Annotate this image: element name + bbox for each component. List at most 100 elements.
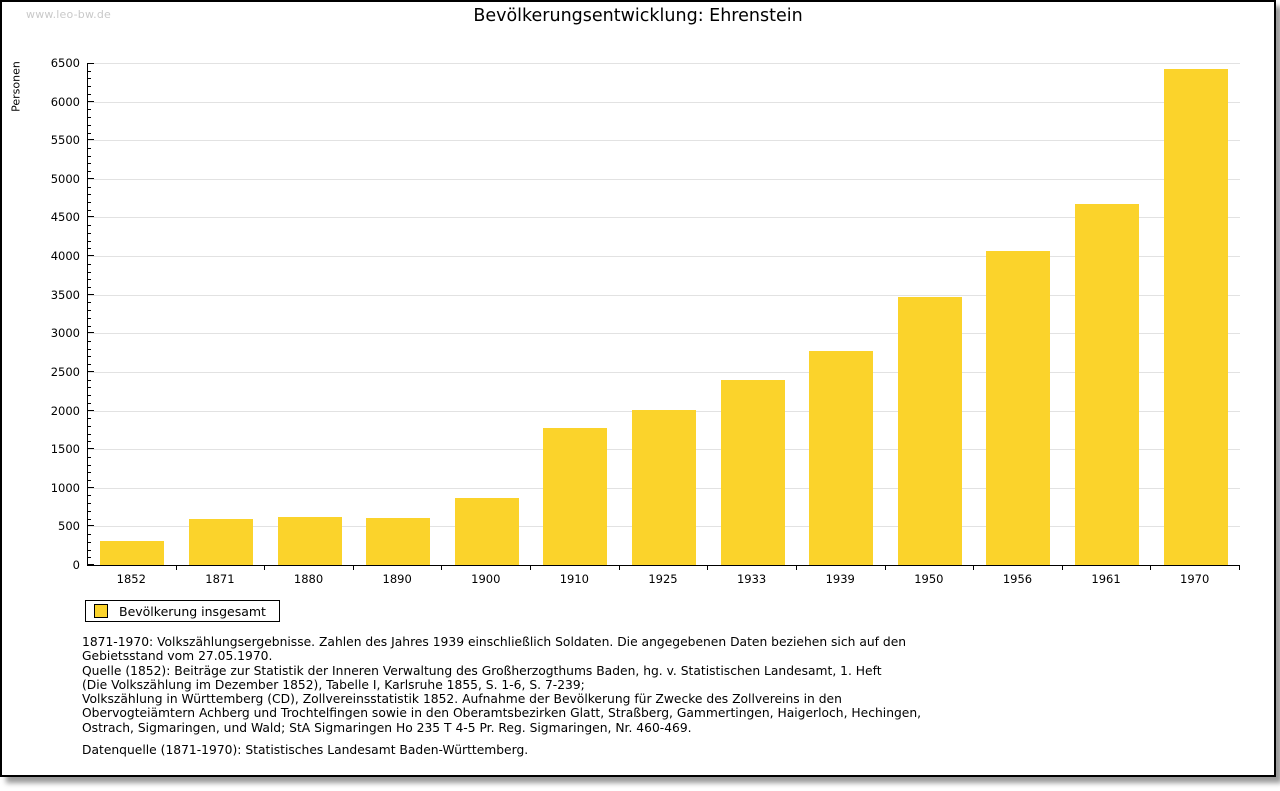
y-axis-label: 4500 (50, 210, 80, 225)
y-axis-minor-tick (88, 117, 91, 119)
y-axis-minor-tick (88, 541, 91, 543)
y-axis-minor-tick (88, 78, 91, 80)
y-axis-minor-tick (88, 132, 91, 134)
y-axis-major-tick (88, 486, 94, 488)
x-axis-tick (1239, 565, 1240, 570)
footnote-line: 1871-1970: Volkszählungsergebnisse. Zahl… (82, 635, 907, 649)
bar-1925 (632, 410, 696, 565)
y-axis-minor-tick (88, 557, 91, 559)
x-axis-tick (1150, 565, 1152, 570)
y-axis-minor-tick (88, 503, 91, 505)
y-axis-minor-tick (88, 302, 91, 304)
bar-1970 (1163, 69, 1228, 565)
y-axis-minor-tick (88, 209, 91, 211)
y-axis-major-tick (88, 255, 94, 257)
y-axis-major-tick (88, 370, 94, 372)
y-axis-label: 5000 (50, 171, 80, 186)
gridline (88, 371, 1240, 373)
bar-1950 (897, 297, 962, 565)
y-axis-major-tick (88, 139, 94, 141)
bar-1956 (986, 250, 1051, 565)
y-axis-minor-tick (88, 341, 91, 343)
x-axis-label-1871: 1871 (205, 572, 235, 586)
y-axis-label: 6500 (50, 56, 80, 70)
y-axis-minor-tick (88, 155, 91, 157)
gridline (88, 256, 1240, 258)
x-axis-tick (707, 565, 709, 570)
x-axis-tick (441, 565, 443, 570)
y-axis-minor-tick (88, 232, 91, 234)
y-axis-label: 1500 (50, 442, 80, 457)
y-axis-minor-tick (88, 202, 91, 203)
bar-1933 (720, 380, 785, 565)
y-axis-minor-tick (88, 387, 91, 389)
y-axis-label: 4000 (50, 249, 80, 264)
y-axis-minor-tick (88, 163, 91, 165)
gridline (88, 101, 1240, 103)
footnote-line: Ostrach, Sigmaringen, und Wald; StA Sigm… (82, 720, 692, 735)
x-axis-label-1933: 1933 (736, 572, 767, 586)
y-axis-minor-tick (88, 279, 91, 281)
y-axis-label: 500 (58, 519, 80, 534)
x-axis-tick (795, 565, 797, 570)
y-axis-minor-tick (88, 425, 91, 427)
y-axis-minor-tick (88, 472, 91, 474)
bar-1939 (809, 351, 874, 565)
y-axis-minor-tick (88, 186, 91, 188)
y-axis-minor-tick (88, 271, 91, 273)
y-axis-minor-tick (88, 418, 91, 420)
x-axis-label-1880: 1880 (293, 572, 324, 586)
y-axis-minor-tick (88, 93, 91, 95)
footnotes: 1871-1970: Volkszählungsergebnisse. Zahl… (82, 635, 921, 757)
y-axis-major-tick (88, 63, 94, 64)
y-axis-title: Personen (9, 61, 23, 112)
x-axis-label-1950: 1950 (914, 572, 944, 586)
y-axis-label: 0 (72, 558, 80, 572)
y-axis-minor-tick (88, 395, 91, 397)
plot-area (87, 63, 1240, 566)
y-axis-minor-tick (88, 534, 91, 536)
footnote-line: Gebietsstand vom 27.05.1970. (82, 649, 273, 664)
x-axis-label-1890: 1890 (382, 572, 412, 586)
y-axis-minor-tick (88, 364, 91, 366)
y-axis-minor-tick (88, 518, 91, 520)
watermark-url: www.leo-bw.de (26, 8, 112, 21)
y-axis-minor-tick (88, 317, 91, 319)
y-axis-minor-tick (88, 109, 91, 111)
bar-1852 (100, 541, 165, 565)
y-axis-minor-tick (88, 480, 91, 482)
y-axis-minor-tick (88, 379, 91, 381)
x-axis-tick (973, 565, 975, 570)
x-axis-tick (884, 565, 886, 570)
x-axis-label-1925: 1925 (648, 572, 678, 586)
y-axis-minor-tick (88, 325, 91, 327)
y-axis-label: 2500 (50, 364, 80, 379)
footnote-line: Volkszählung in Württemberg (CD), Zollve… (82, 692, 842, 707)
y-axis-minor-tick (88, 549, 91, 551)
chart-panel: www.leo-bw.de Bevölkerungsentwicklung: E… (0, 0, 1276, 777)
legend-swatch-icon (94, 604, 108, 618)
y-axis-minor-tick (88, 356, 91, 358)
footnote-notes: 1871-1970: Volkszählungsergebnisse. Zahl… (82, 635, 921, 735)
y-axis-label: 5500 (50, 133, 80, 148)
y-axis-label: 6000 (50, 94, 80, 109)
y-axis-minor-tick (88, 194, 91, 196)
y-axis-label: 1000 (50, 480, 80, 495)
x-axis-tick (175, 565, 177, 570)
x-axis-tick (352, 565, 354, 570)
y-axis-label: 3500 (50, 287, 80, 302)
y-axis-minor-tick (88, 248, 91, 250)
y-axis-label: 2000 (50, 403, 80, 418)
y-axis-minor-tick (88, 510, 91, 512)
x-axis-tick (530, 565, 532, 570)
x-axis-tick (264, 565, 266, 570)
y-axis-label: 3000 (50, 326, 80, 341)
y-axis-major-tick (88, 177, 94, 179)
y-axis-major-tick (88, 332, 94, 334)
y-axis-major-tick (88, 409, 94, 411)
y-axis-minor-tick (88, 147, 91, 149)
footnote-line: (Die Volkszählung im Dezember 1852), Tab… (82, 677, 585, 692)
x-axis-label-1961: 1961 (1091, 572, 1121, 586)
gridline (88, 294, 1240, 296)
chart-title: Bevölkerungsentwicklung: Ehrenstein (473, 6, 803, 26)
